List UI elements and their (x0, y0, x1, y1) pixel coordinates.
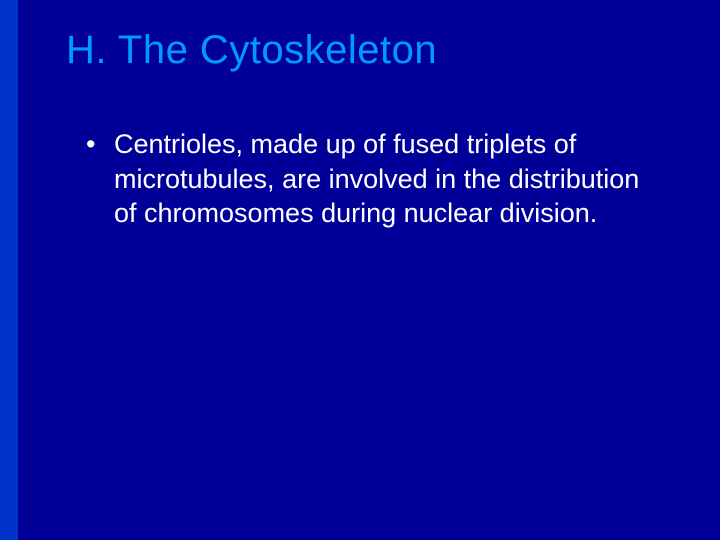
left-accent-stripe (0, 0, 18, 540)
bullet-list: Centrioles, made up of fused triplets of… (66, 127, 680, 231)
slide: H. The Cytoskeleton Centrioles, made up … (0, 0, 720, 540)
list-item: Centrioles, made up of fused triplets of… (86, 127, 646, 231)
slide-content: H. The Cytoskeleton Centrioles, made up … (18, 0, 720, 540)
slide-title: H. The Cytoskeleton (66, 28, 680, 73)
